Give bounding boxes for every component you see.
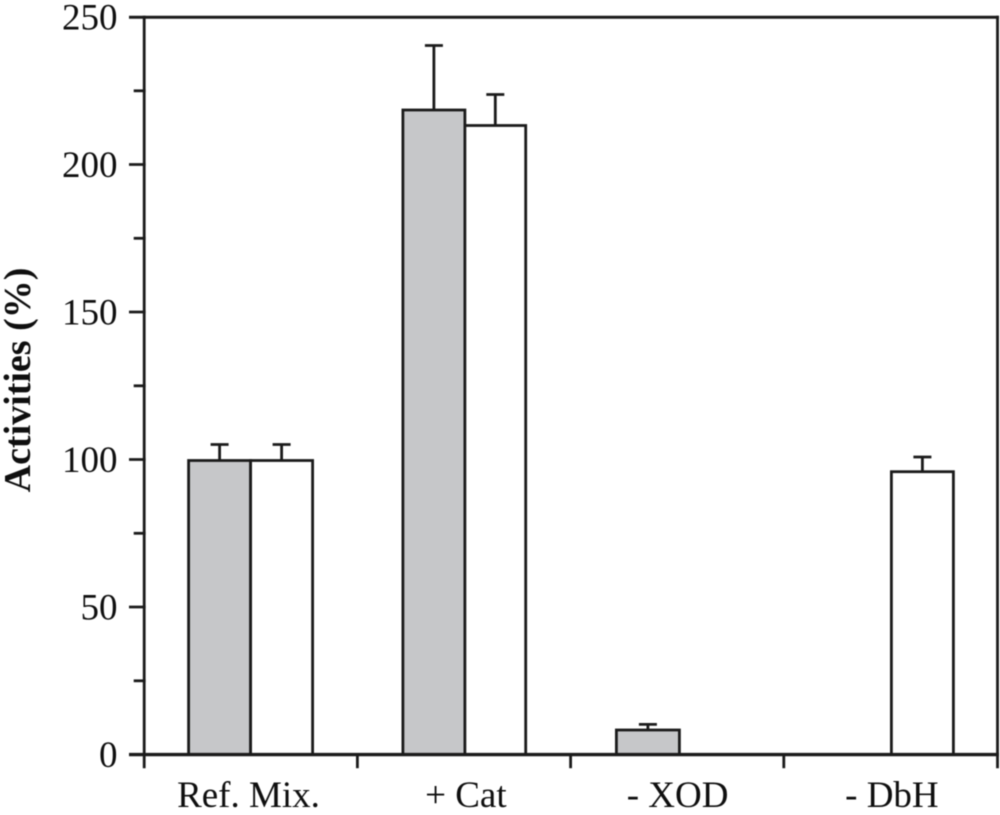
svg-text:Ref. Mix.: Ref. Mix. (177, 775, 320, 815)
svg-text:+ Cat: + Cat (425, 775, 507, 815)
svg-text:Activities (%): Activities (%) (0, 268, 39, 493)
svg-text:50: 50 (81, 588, 118, 629)
svg-text:200: 200 (62, 145, 118, 186)
svg-text:0: 0 (99, 735, 118, 776)
svg-text:100: 100 (62, 440, 118, 481)
svg-text:- XOD: - XOD (627, 775, 729, 815)
svg-text:250: 250 (62, 0, 118, 39)
svg-text:- DbH: - DbH (845, 775, 939, 815)
svg-text:150: 150 (62, 293, 118, 334)
